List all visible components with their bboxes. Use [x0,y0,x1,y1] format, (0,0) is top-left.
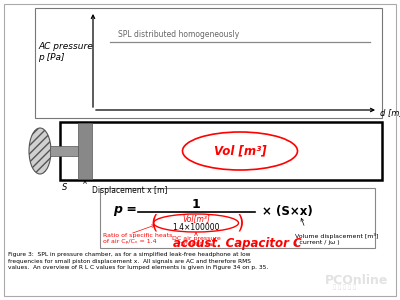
Bar [35,8,382,118]
Text: d [m]: d [m] [380,109,400,118]
Text: (: ( [150,214,158,232]
Bar [78,123,92,179]
Text: acoust. Capacitor C: acoust. Capacitor C [173,236,301,250]
Bar [50,146,78,156]
Text: Ratio of specific heats
of air Cₚ/Cᵥ = 1.4: Ratio of specific heats of air Cₚ/Cᵥ = 1… [103,233,172,244]
Text: DC air pressure
100000 Pa: DC air pressure 100000 Pa [172,236,220,247]
Text: Vol[m³]: Vol[m³] [182,214,210,224]
Text: Volume displacement [m³]
( current / jω ): Volume displacement [m³] ( current / jω … [295,233,378,245]
Ellipse shape [154,214,238,232]
Text: Figure 3:  SPL in pressure chamber, as for a simplified leak-free headphone at l: Figure 3: SPL in pressure chamber, as fo… [8,252,268,270]
Text: 华 军 软 件 园: 华 军 软 件 园 [333,284,357,290]
Text: × (S×x): × (S×x) [262,206,313,218]
Text: AC pressure
p [Pa]: AC pressure p [Pa] [38,42,93,62]
Text: 1.4×100000: 1.4×100000 [172,223,220,232]
Text: S: S [62,183,68,192]
Text: p =: p = [113,203,137,217]
Bar [100,188,375,248]
Ellipse shape [29,128,51,174]
Text: 1: 1 [192,199,200,212]
Text: Vol [m³]: Vol [m³] [214,145,266,158]
Bar [60,122,382,180]
Text: Displacement x [m]: Displacement x [m] [92,186,167,195]
Text: ): ) [236,214,244,232]
Text: PCOnline: PCOnline [325,274,388,286]
Ellipse shape [182,132,298,170]
Text: SPL distributed homogeneously: SPL distributed homogeneously [118,30,239,39]
